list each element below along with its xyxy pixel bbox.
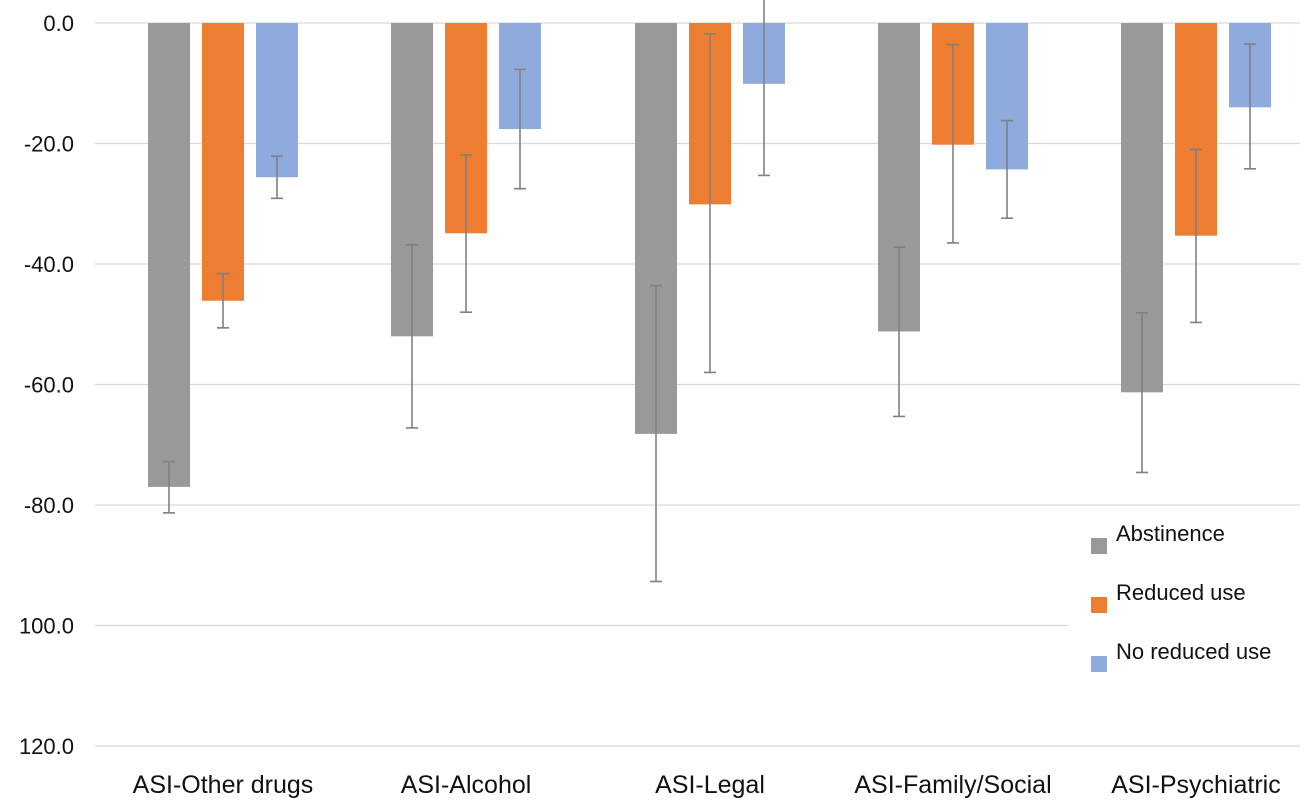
category-label: ASI-Alcohol (401, 771, 532, 799)
error-bars (163, 0, 1256, 583)
y-tick-label: -20.0 (24, 132, 74, 157)
y-tick-label: -60.0 (24, 373, 74, 398)
legend-label: No reduced use (1116, 639, 1271, 664)
y-tick-label: 100.0 (19, 614, 74, 639)
legend-swatch (1091, 656, 1107, 672)
y-tick-label: 120.0 (19, 734, 74, 759)
y-tick-label: -40.0 (24, 252, 74, 277)
x-axis-category-labels: ASI-Other drugs ASI-Alcohol ASI-Legal ASI-F… (133, 771, 1281, 799)
bars (148, 23, 1271, 487)
legend-swatch (1091, 597, 1107, 613)
bar (256, 23, 298, 178)
y-axis-tick-labels: 0.0 -20.0 -40.0 -60.0 -80.0 100.0 120.0 (19, 11, 74, 759)
category-label: ASI-Legal (655, 771, 765, 799)
y-tick-label: -80.0 (24, 493, 74, 518)
category-label: ASI-Family/Social (854, 771, 1051, 799)
category-label: ASI-Psychiatric (1111, 771, 1280, 799)
bar (148, 23, 190, 487)
y-tick-label: 0.0 (43, 11, 74, 36)
legend-label: Reduced use (1116, 580, 1246, 605)
legend: Abstinence Reduced use No reduced use (1091, 521, 1271, 672)
category-label: ASI-Other drugs (133, 771, 314, 799)
legend-label: Abstinence (1116, 521, 1225, 546)
bar (202, 23, 244, 301)
legend-swatch (1091, 538, 1107, 554)
